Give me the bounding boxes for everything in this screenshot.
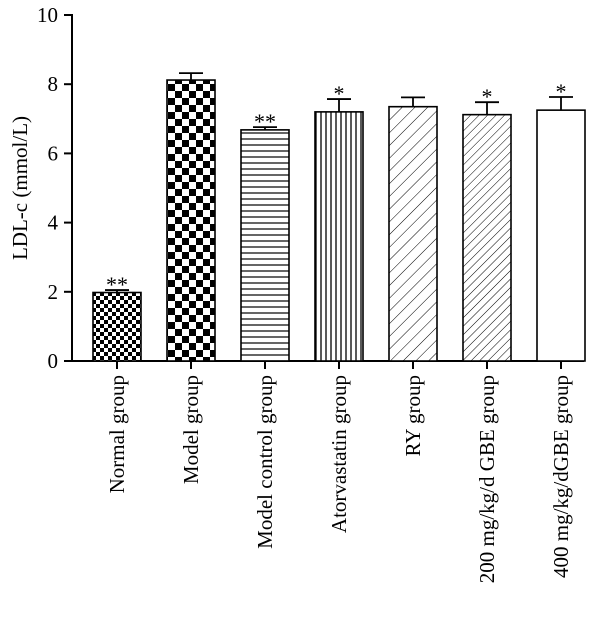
- y-axis-label: LDL-c (mmol/L): [8, 116, 32, 260]
- bar: [92, 291, 142, 362]
- x-category-label: Atorvastatin group: [327, 375, 351, 533]
- y-tick-label: 6: [48, 141, 59, 165]
- y-tick-label: 4: [48, 211, 59, 235]
- significance-marker: **: [106, 272, 128, 297]
- significance-marker: *: [482, 84, 493, 109]
- x-category-label: Model control group: [253, 375, 277, 549]
- bar: [314, 111, 364, 362]
- y-tick-label: 0: [48, 349, 59, 373]
- y-tick-label: 8: [48, 72, 59, 96]
- x-category-label: Normal group: [105, 375, 129, 493]
- y-tick-label: 2: [48, 280, 59, 304]
- x-category-label: Model group: [179, 375, 203, 484]
- x-axis-labels: Normal group Model group Model control gro…: [105, 361, 573, 583]
- x-category-label: RY group: [401, 375, 425, 456]
- significance-marker: *: [334, 81, 345, 106]
- x-category-label: 400 mg/kg/dGBE group: [549, 375, 573, 578]
- bar: [462, 113, 512, 362]
- significance-marker: *: [556, 79, 567, 104]
- bar: [240, 129, 290, 362]
- y-tick-label: 10: [37, 3, 58, 27]
- bar: [166, 79, 216, 362]
- bar: [536, 109, 586, 362]
- x-category-label: 200 mg/kg/d GBE group: [475, 375, 499, 583]
- significance-marker: **: [254, 109, 276, 134]
- bars-layer: ***** * *: [92, 72, 586, 362]
- bar: [388, 105, 438, 362]
